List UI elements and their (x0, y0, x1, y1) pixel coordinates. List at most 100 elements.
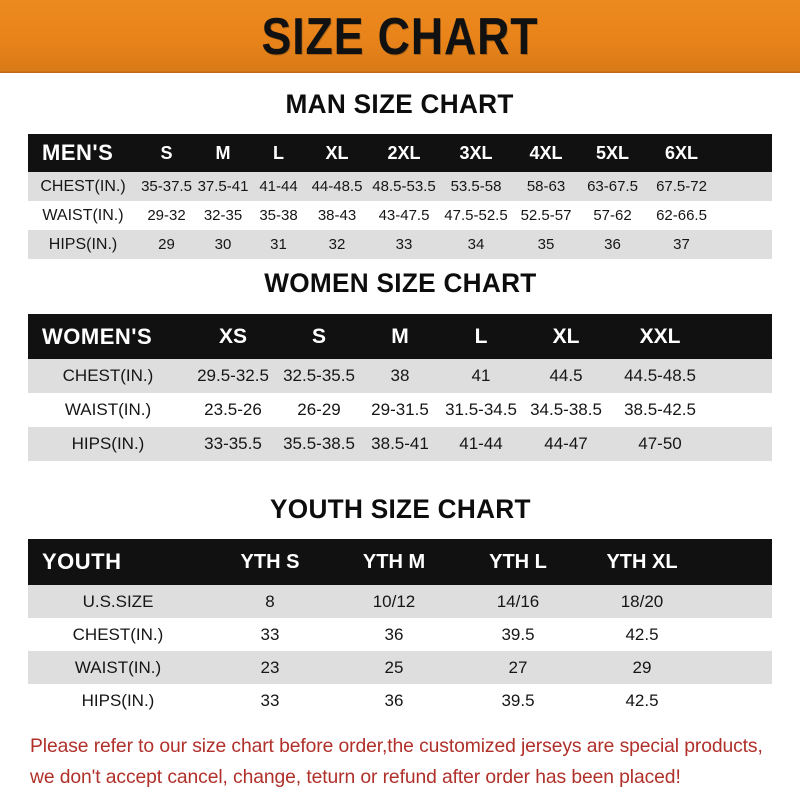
table-row: U.S.SIZE 8 10/12 14/16 18/20 (28, 585, 772, 618)
table-row: HIPS(IN.) 33-35.5 35.5-38.5 38.5-41 41-4… (28, 427, 772, 461)
women-waist-s: 26-29 (297, 400, 341, 419)
table-row: WAIST(IN.) 29-32 32-35 35-38 38-43 43-47… (28, 201, 772, 230)
women-table-header: WOMEN'S XS S M L XL XXL (28, 314, 772, 359)
youth-waist-xl: 29 (632, 657, 652, 677)
women-size-table: WOMEN'S XS S M L XL XXL CHEST(IN.) 29.5-… (28, 314, 772, 461)
youth-col-yth-xl: YTH XL (580, 539, 704, 585)
section-title-women-text: WOMEN SIZE CHART (263, 268, 537, 298)
section-title-women: WOMEN SIZE CHART (0, 270, 800, 297)
youth-col-spacer (704, 539, 772, 585)
women-hips-xl: 44-47 (544, 434, 588, 453)
youth-hips-spacer (704, 684, 772, 717)
men-size-table: MEN'S S M L XL 2XL 3XL 4XL 5XL 6XL CHEST… (28, 134, 772, 259)
women-col-s: S (278, 314, 360, 359)
youth-ussize-spacer (704, 585, 772, 618)
youth-col-yth-m: YTH M (332, 539, 456, 585)
men-chest-l: 41-44 (259, 178, 298, 195)
men-chest-6xl: 67.5-72 (656, 178, 707, 195)
women-row-label-waist: WAIST(IN.) (64, 400, 152, 419)
youth-row-label-ussize: U.S.SIZE (82, 591, 154, 611)
women-hips-xxl: 47-50 (638, 434, 682, 453)
men-hips-xl: 32 (328, 236, 346, 253)
men-waist-spacer (718, 201, 772, 230)
youth-col-yth-s: YTH S (208, 539, 332, 585)
youth-chest-s: 33 (260, 624, 280, 644)
women-chest-l: 41 (471, 366, 491, 385)
women-chest-spacer (710, 359, 772, 393)
youth-row-label-waist: WAIST(IN.) (74, 657, 162, 677)
youth-header-row: YOUTH YTH S YTH M YTH L YTH XL (28, 539, 772, 585)
men-hips-m: 30 (214, 236, 232, 253)
table-row: HIPS(IN.) 33 36 39.5 42.5 (28, 684, 772, 717)
men-col-3xl: 3XL (440, 134, 512, 172)
youth-ussize-l: 14/16 (496, 591, 540, 611)
youth-hips-s: 33 (260, 690, 280, 710)
youth-table-header: YOUTH YTH S YTH M YTH L YTH XL (28, 539, 772, 585)
youth-row-label-chest: CHEST(IN.) (72, 624, 164, 644)
men-hips-4xl: 35 (537, 236, 555, 253)
men-chest-s: 35-37.5 (141, 178, 192, 195)
men-chest-spacer (718, 172, 772, 201)
men-chest-3xl: 53.5-58 (450, 178, 502, 195)
women-col-m: M (360, 314, 440, 359)
men-chest-5xl: 63-67.5 (587, 178, 638, 195)
women-corner-label: WOMEN'S (28, 314, 188, 359)
men-waist-s: 29-32 (147, 207, 186, 224)
men-col-6xl: 6XL (645, 134, 718, 172)
men-waist-m: 32-35 (203, 207, 243, 224)
section-title-youth-text: YOUTH SIZE CHART (269, 494, 531, 524)
youth-chest-l: 39.5 (501, 624, 535, 644)
women-col-xl: XL (522, 314, 610, 359)
men-waist-6xl: 62-66.5 (656, 207, 707, 224)
page-title: SIZE CHART (261, 7, 539, 66)
women-col-spacer (710, 314, 772, 359)
women-col-xxl: XXL (610, 314, 710, 359)
women-hips-s: 35.5-38.5 (283, 434, 355, 453)
youth-chest-spacer (704, 618, 772, 651)
men-waist-4xl: 52.5-57 (520, 207, 572, 224)
men-table-body: CHEST(IN.) 35-37.5 37.5-41 41-44 44-48.5… (28, 172, 772, 259)
men-hips-spacer (718, 230, 772, 259)
men-col-xl: XL (306, 134, 368, 172)
men-hips-l: 31 (270, 236, 287, 253)
table-row: CHEST(IN.) 35-37.5 37.5-41 41-44 44-48.5… (28, 172, 772, 201)
youth-waist-l: 27 (508, 657, 528, 677)
youth-chest-m: 36 (384, 624, 404, 644)
youth-hips-m: 36 (384, 690, 404, 710)
women-chest-xxl: 44.5-48.5 (624, 366, 696, 385)
youth-chest-xl: 42.5 (625, 624, 659, 644)
women-hips-l: 41-44 (459, 434, 503, 453)
youth-hips-xl: 42.5 (625, 690, 659, 710)
women-hips-xs: 33-35.5 (204, 434, 262, 453)
women-chest-m: 38 (390, 366, 410, 385)
section-title-youth: YOUTH SIZE CHART (0, 496, 800, 523)
youth-row-label-hips: HIPS(IN.) (81, 690, 155, 710)
youth-col-yth-l: YTH L (456, 539, 580, 585)
men-hips-6xl: 37 (673, 236, 690, 253)
men-col-2xl: 2XL (368, 134, 440, 172)
women-chest-xs: 29.5-32.5 (197, 366, 269, 385)
youth-waist-s: 23 (260, 657, 280, 677)
youth-table-body: U.S.SIZE 8 10/12 14/16 18/20 CHEST(IN.) … (28, 585, 772, 717)
youth-waist-m: 25 (384, 657, 404, 677)
table-row: WAIST(IN.) 23 25 27 29 (28, 651, 772, 684)
youth-waist-spacer (704, 651, 772, 684)
footer-disclaimer: Please refer to our size chart before or… (30, 731, 775, 793)
footer-line-2: we don't accept cancel, change, teturn o… (30, 766, 681, 788)
women-waist-spacer (710, 393, 772, 427)
men-chest-m: 37.5-41 (197, 178, 249, 195)
section-title-men-text: MAN SIZE CHART (285, 89, 515, 119)
women-table-body: CHEST(IN.) 29.5-32.5 32.5-35.5 38 41 44.… (28, 359, 772, 461)
women-waist-xs: 23.5-26 (204, 400, 262, 419)
men-waist-xl: 38-43 (317, 207, 357, 224)
youth-corner-label: YOUTH (28, 539, 208, 585)
page-banner: SIZE CHART (0, 0, 800, 73)
men-table-header: MEN'S S M L XL 2XL 3XL 4XL 5XL 6XL (28, 134, 772, 172)
men-hips-3xl: 34 (467, 236, 485, 253)
men-chest-4xl: 58-63 (526, 178, 566, 195)
men-waist-5xl: 57-62 (593, 207, 632, 224)
men-row-label-chest: CHEST(IN.) (40, 177, 126, 195)
men-chest-2xl: 48.5-53.5 (372, 178, 436, 195)
youth-size-table: YOUTH YTH S YTH M YTH L YTH XL U.S.SIZE … (28, 539, 772, 717)
